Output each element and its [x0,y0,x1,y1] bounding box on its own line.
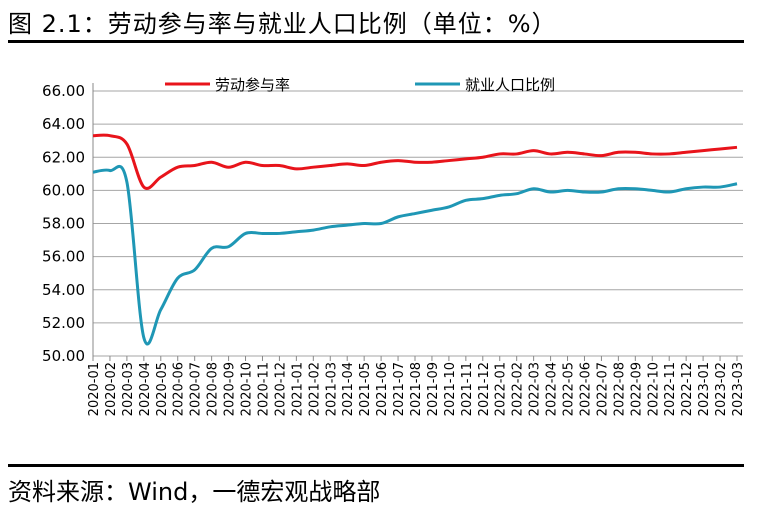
x-tick-label: 2022-05 [562,362,577,416]
y-tick-label: 52.00 [42,314,85,332]
x-tick-label: 2021-05 [358,362,373,416]
x-tick-label: 2023-03 [731,362,746,416]
x-tick-label: 2021-02 [307,362,322,416]
y-tick-label: 64.00 [42,115,85,133]
bottom-rule [8,464,744,467]
x-tick-label: 2020-04 [138,362,153,416]
x-tick-label: 2023-01 [697,362,712,416]
x-tick-label: 2021-10 [443,362,458,416]
x-tick-label: 2020-09 [223,362,238,416]
x-tick-label: 2022-09 [629,362,644,416]
y-tick-label: 54.00 [42,281,85,299]
legend-label: 劳动参与率 [215,76,290,94]
x-tick-label: 2020-12 [273,362,288,416]
series-line-2 [92,164,738,346]
x-tick-label: 2021-03 [324,362,339,416]
x-tick-label: 2021-08 [409,362,424,416]
y-tick-label: 56.00 [42,248,85,266]
figure-title: 图 2.1：劳动参与率与就业人口比例（单位：%） [8,10,557,38]
x-tick-label: 2022-04 [545,362,560,416]
x-tick-label: 2022-12 [680,362,695,416]
x-tick-label: 2021-09 [426,362,441,416]
x-tick-label: 2021-01 [290,362,305,416]
x-tick-label: 2021-06 [375,362,390,416]
source-note: 资料来源：Wind，一德宏观战略部 [8,478,381,506]
x-tick-label: 2021-11 [460,362,475,416]
x-tick-label: 2020-05 [155,362,170,416]
y-tick-label: 66.00 [42,82,85,100]
x-tick-label: 2022-03 [528,362,543,416]
x-tick-label: 2022-06 [578,362,593,416]
top-rule [8,40,744,43]
x-tick-label: 2020-02 [104,362,119,416]
x-tick-label: 2020-08 [206,362,221,416]
legend-label: 就业人口比例 [465,76,555,94]
x-tick-label: 2020-01 [87,362,102,416]
x-tick-label: 2022-10 [646,362,661,416]
x-tick-label: 2020-10 [240,362,255,416]
x-tick-label: 2020-06 [172,362,187,416]
x-tick-label: 2021-04 [341,362,356,416]
x-tick-label: 2023-02 [714,362,729,416]
x-tick-label: 2020-11 [256,362,271,416]
x-tick-label: 2022-07 [595,362,610,416]
x-tick-label: 2022-08 [612,362,627,416]
y-tick-label: 50.00 [42,347,85,365]
y-tick-label: 62.00 [42,148,85,166]
x-tick-label: 2020-07 [189,362,204,416]
x-tick-label: 2020-03 [121,362,136,416]
x-tick-label: 2022-01 [494,362,509,416]
x-tick-label: 2022-02 [511,362,526,416]
x-tick-label: 2022-11 [663,362,678,416]
y-tick-label: 58.00 [42,215,85,233]
x-tick-label: 2021-12 [477,362,492,416]
series-line-1 [92,133,738,190]
y-tick-label: 60.00 [42,181,85,199]
x-tick-label: 2021-07 [392,362,407,416]
